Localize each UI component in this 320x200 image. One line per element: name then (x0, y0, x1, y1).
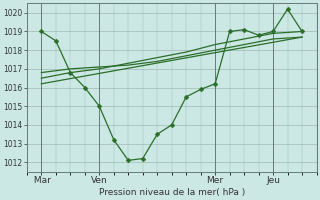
X-axis label: Pression niveau de la mer( hPa ): Pression niveau de la mer( hPa ) (99, 188, 245, 197)
